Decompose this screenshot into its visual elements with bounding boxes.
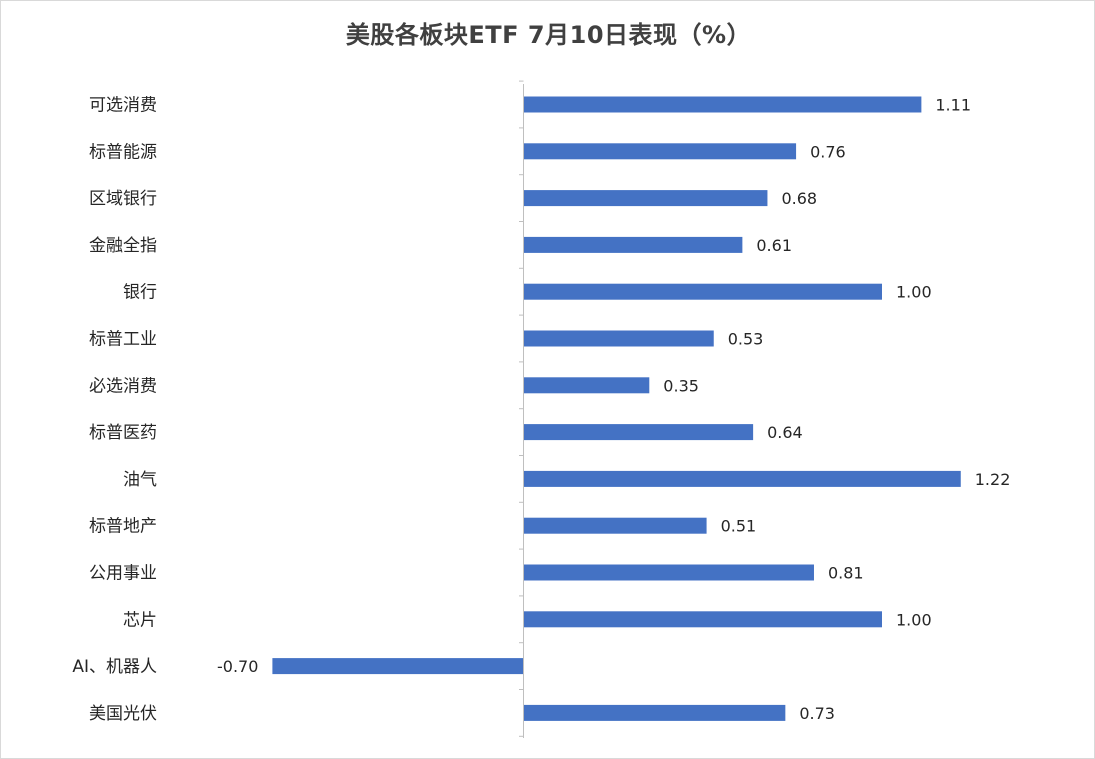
chart-title: 美股各板块ETF 7月10日表现（%） (345, 21, 752, 49)
bar-7 (524, 377, 650, 394)
bar-1 (524, 96, 922, 113)
category-label: 标普地产 (89, 517, 157, 537)
bar-12 (524, 611, 882, 628)
value-label: 0.81 (828, 564, 864, 583)
bar-14 (524, 704, 786, 721)
category-label: 标普能源 (89, 142, 157, 162)
category-labels: 可选消费标普能源区域银行金融全指银行标普工业必选消费标普医药油气标普地产公用事业… (72, 96, 157, 724)
bar-8 (524, 424, 754, 441)
value-label: 0.51 (721, 517, 757, 536)
bar-2 (524, 143, 797, 160)
bar-11 (524, 564, 814, 581)
axis-layer (519, 80, 524, 738)
value-labels: 1.11 0.76 0.68 0.61 1.00 0.53 0.35 0.64 1.22 0.51… (217, 96, 1010, 723)
value-label: 1.00 (896, 283, 932, 302)
value-label: -0.70 (217, 657, 258, 676)
bar-9 (524, 470, 961, 487)
category-label: 芯片 (123, 610, 157, 630)
value-label: 0.64 (767, 423, 803, 442)
bar-13 (272, 658, 523, 675)
value-label: 1.11 (935, 96, 971, 115)
value-label: 1.22 (975, 470, 1011, 489)
bar-4 (524, 236, 743, 253)
category-label: 区域银行 (89, 189, 157, 209)
bar-layer (272, 96, 961, 721)
bar-6 (524, 330, 714, 347)
value-label: 1.00 (896, 610, 932, 629)
bar-3 (524, 190, 768, 207)
category-label: 标普医药 (89, 423, 157, 443)
value-label: 0.35 (663, 376, 699, 395)
value-label: 0.53 (728, 330, 764, 349)
value-label: 0.73 (799, 704, 835, 723)
category-label: 银行 (123, 283, 157, 303)
bar-5 (524, 283, 882, 300)
category-label: 公用事业 (89, 564, 157, 584)
category-label: 金融全指 (89, 236, 157, 256)
category-label: 标普工业 (89, 330, 157, 350)
bar-10 (524, 517, 707, 534)
category-label: 油气 (123, 470, 157, 490)
category-label: 必选消费 (89, 376, 157, 396)
value-label: 0.61 (756, 236, 792, 255)
category-label: 美国光伏 (89, 704, 157, 724)
category-label: AI、机器人 (72, 657, 157, 677)
value-label: 0.76 (810, 142, 846, 161)
value-label: 0.68 (781, 189, 817, 208)
category-label: 可选消费 (89, 96, 157, 116)
